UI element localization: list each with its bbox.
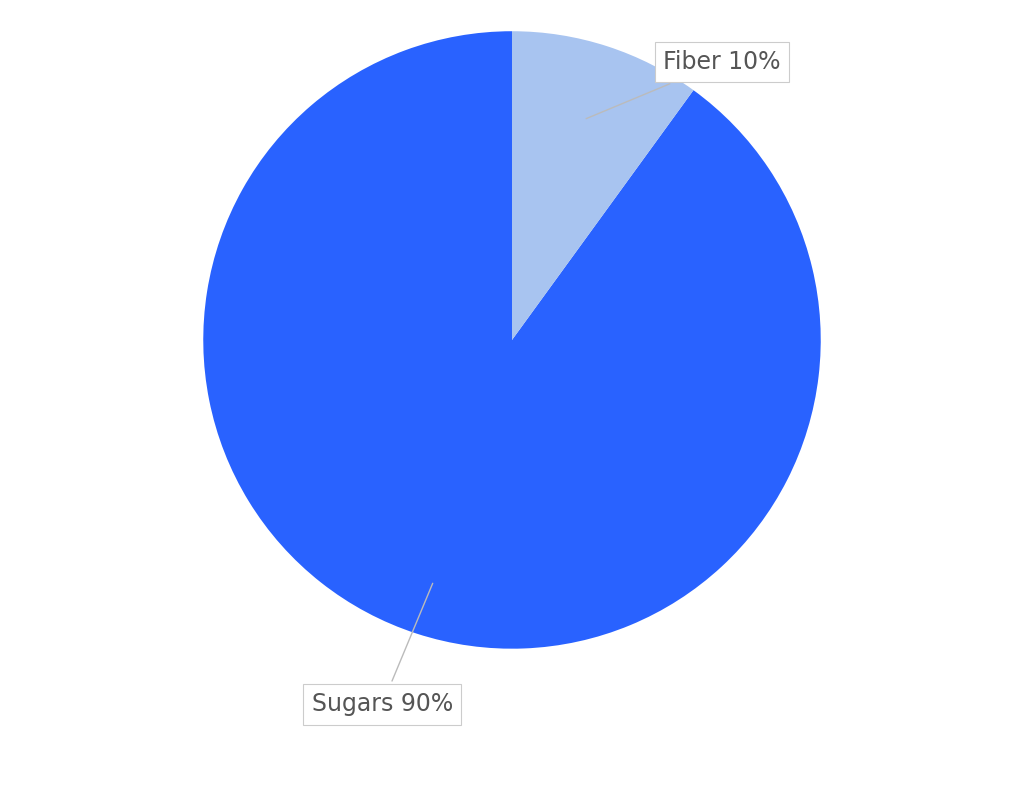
Text: Sugars 90%: Sugars 90% bbox=[311, 583, 453, 716]
Wedge shape bbox=[512, 32, 693, 340]
Wedge shape bbox=[203, 32, 821, 649]
Text: Fiber 10%: Fiber 10% bbox=[586, 50, 780, 118]
